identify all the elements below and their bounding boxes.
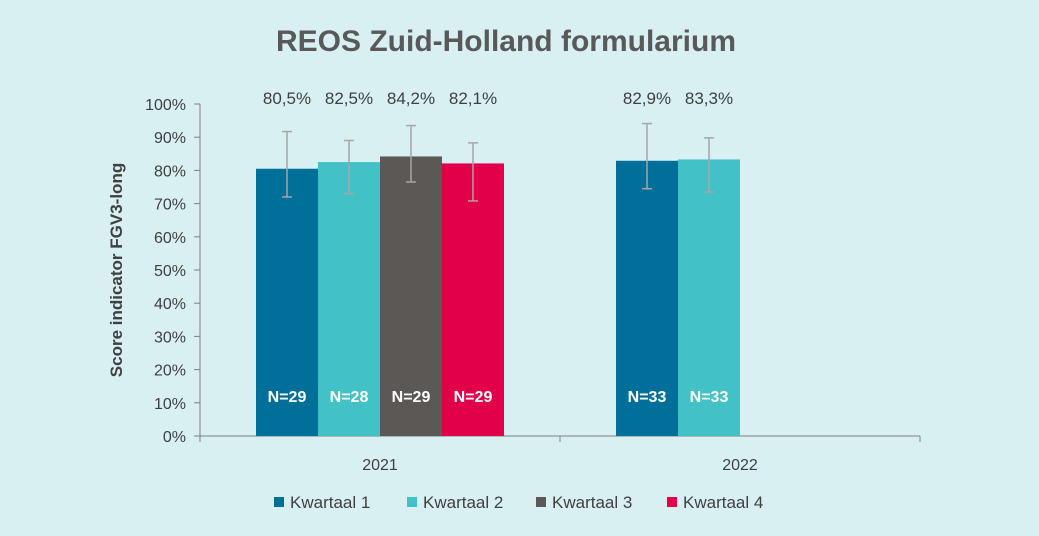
chart-title: REOS Zuid-Holland formularium — [276, 25, 736, 58]
y-tick-label: 30% — [154, 329, 186, 346]
data-label: 80,5% — [263, 89, 311, 108]
legend-swatch — [407, 497, 417, 507]
bar-count-label: N=28 — [330, 389, 369, 406]
y-axis-label: Score indicator FGV3-long — [107, 163, 126, 377]
legend: Kwartaal 1 Kwartaal 2 Kwartaal 3 Kwartaal 4 — [274, 493, 763, 512]
bar — [380, 156, 442, 436]
y-tick-label: 40% — [154, 296, 186, 313]
bars: 80,5% N=29 82,5% N=28 84,2% N=29 82,1% N=29 82,9… — [256, 89, 740, 437]
y-tick-label: 0% — [163, 429, 186, 446]
bar — [256, 168, 318, 437]
data-label: 83,3% — [685, 89, 733, 108]
data-label: 82,5% — [325, 89, 373, 108]
y-tick-label: 20% — [154, 363, 186, 380]
bar — [442, 163, 504, 437]
y-tick-label: 90% — [154, 130, 186, 147]
legend-swatch — [274, 497, 284, 507]
legend-label: Kwartaal 2 — [423, 493, 503, 512]
data-label: 82,1% — [449, 89, 497, 108]
x-tick-label: 2021 — [362, 457, 398, 474]
bar — [318, 162, 380, 436]
bar-count-label: N=29 — [268, 389, 307, 406]
legend-swatch — [536, 497, 546, 507]
bar — [616, 160, 678, 436]
y-tick-label: 50% — [154, 263, 186, 280]
y-tick-label: 70% — [154, 197, 186, 214]
legend-label: Kwartaal 3 — [552, 493, 632, 512]
legend-label: Kwartaal 4 — [683, 493, 763, 512]
y-tick-label: 10% — [154, 396, 186, 413]
bar — [678, 159, 740, 436]
data-label: 84,2% — [387, 89, 435, 108]
x-tick-label: 2022 — [722, 457, 758, 474]
bar-count-label: N=33 — [690, 389, 729, 406]
bar-count-label: N=33 — [628, 389, 667, 406]
data-label: 82,9% — [623, 89, 671, 108]
legend-swatch — [667, 497, 677, 507]
bar-count-label: N=29 — [392, 389, 431, 406]
legend-label: Kwartaal 1 — [290, 493, 370, 512]
y-tick-label: 100% — [145, 97, 186, 114]
y-tick-label: 60% — [154, 230, 186, 247]
bar-count-label: N=29 — [454, 389, 493, 406]
y-tick-label: 80% — [154, 163, 186, 180]
